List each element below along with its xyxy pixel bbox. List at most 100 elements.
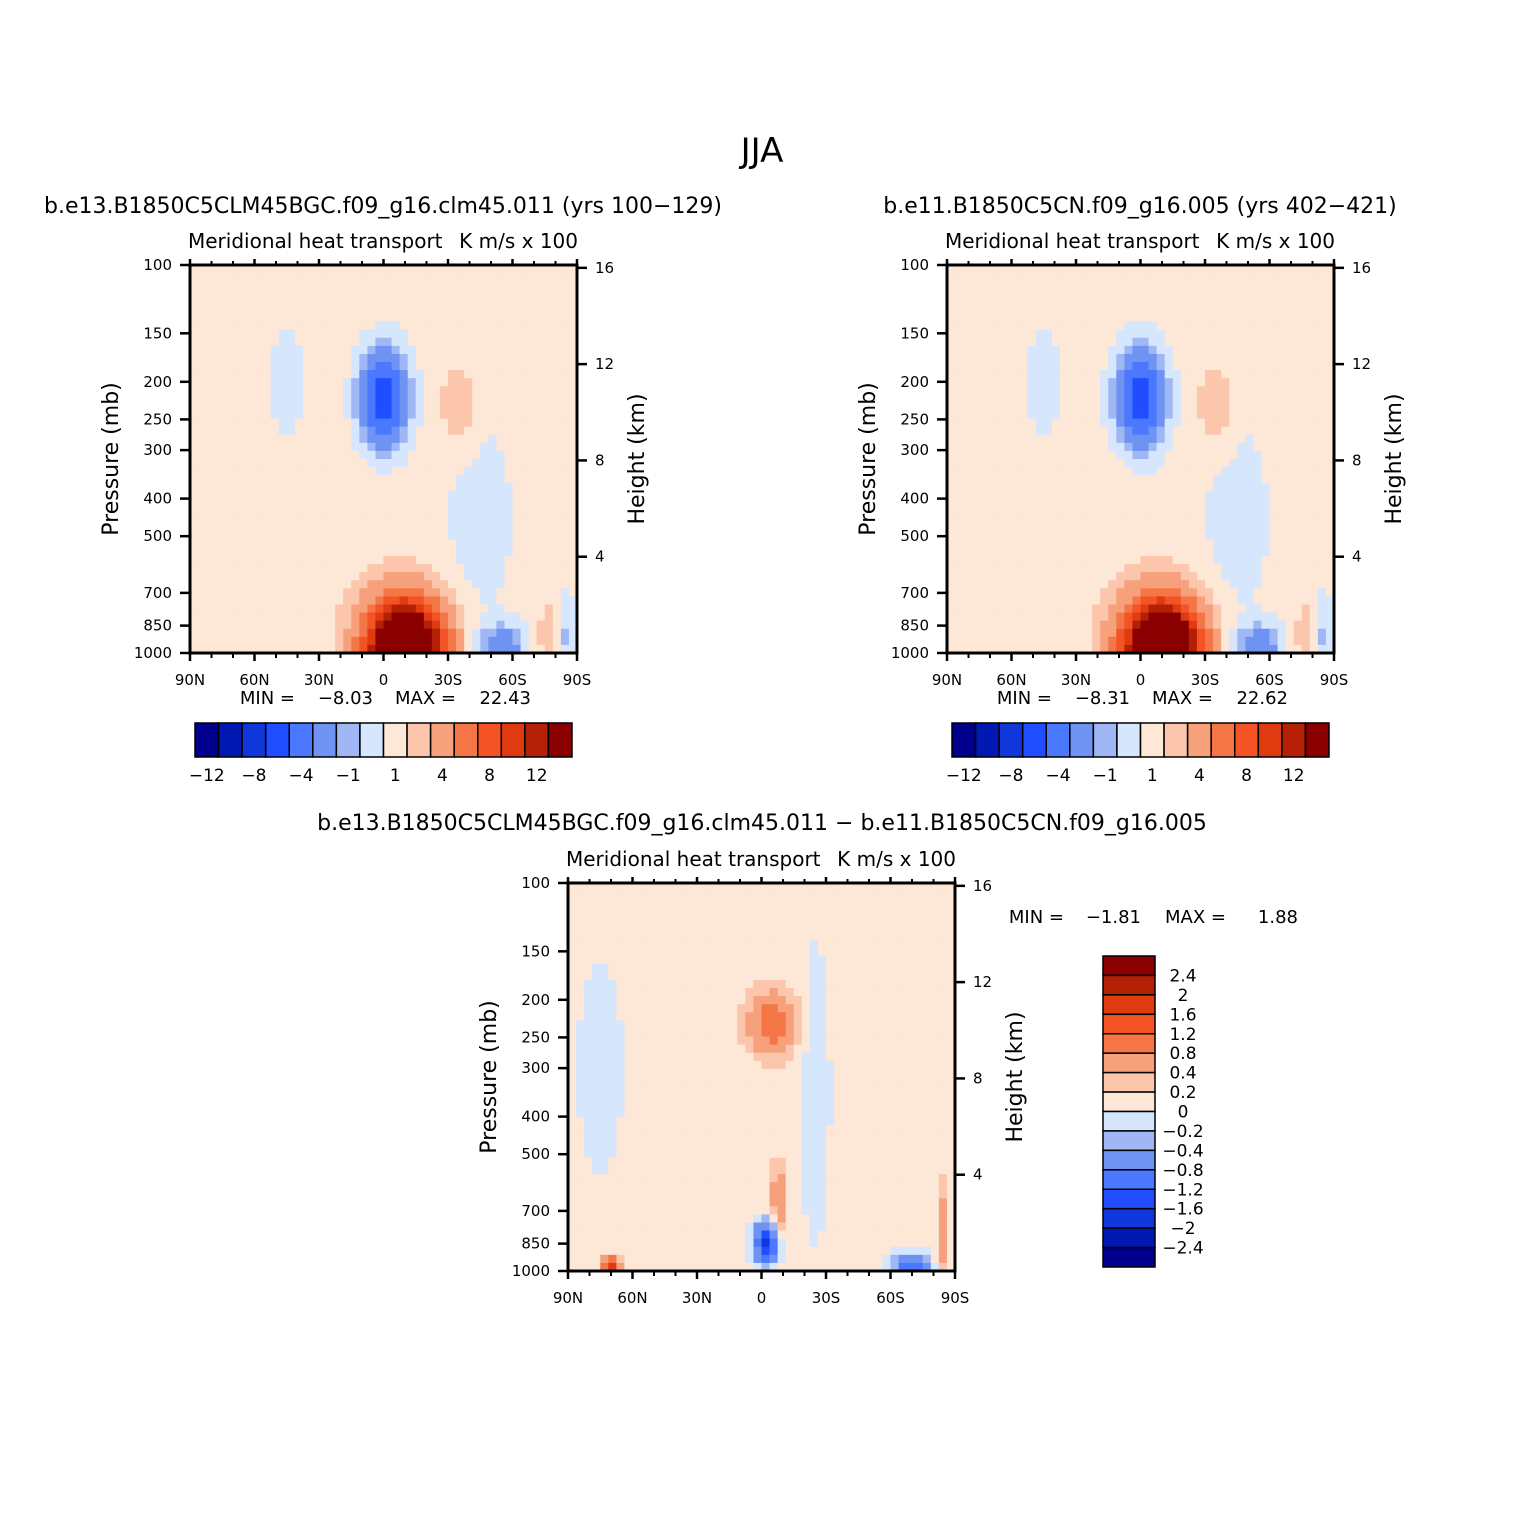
field-cell [1325, 426, 1335, 436]
field-cell [979, 475, 988, 484]
field-cell [351, 281, 360, 290]
field-cell [1172, 410, 1182, 420]
field-cell [1100, 636, 1109, 646]
field-cell [1253, 362, 1263, 371]
field-cell [1108, 289, 1117, 298]
field-cell [1221, 596, 1230, 606]
field-cell [375, 636, 385, 646]
field-cell [995, 337, 1005, 347]
field-cell [367, 370, 377, 379]
field-cell [1108, 515, 1117, 525]
field-cell [464, 434, 473, 444]
colorbar-swatch [382, 722, 408, 758]
field-cell [294, 426, 304, 436]
field-cell [552, 434, 562, 444]
field-cell [230, 402, 239, 412]
field-cell [407, 507, 417, 517]
field-cell [1003, 410, 1013, 420]
field-cell [568, 596, 578, 606]
field-cell [448, 410, 457, 420]
field-cell [351, 547, 360, 557]
field-cell [1116, 475, 1125, 484]
field-cell [1245, 337, 1254, 347]
field-cell [1196, 289, 1206, 298]
field-cell [1229, 483, 1238, 492]
field-cell [1124, 450, 1134, 460]
field-cell [1019, 394, 1029, 404]
field-cell [343, 442, 352, 452]
field-cell [1205, 442, 1214, 452]
field-cell [190, 539, 199, 549]
field-cell [1269, 531, 1279, 541]
field-cell [1237, 491, 1246, 501]
field-cell [1076, 547, 1085, 557]
field-cell [1196, 370, 1206, 379]
field-cell [383, 596, 393, 606]
field-cell [198, 523, 207, 533]
field-cell [286, 588, 296, 598]
field-cell [1124, 329, 1134, 339]
field-cell [1293, 539, 1303, 549]
field-cell [842, 883, 851, 892]
field-cell [528, 378, 538, 387]
field-cell [1205, 265, 1214, 274]
field-cell [1084, 450, 1093, 460]
field-cell [327, 475, 336, 484]
field-cell [1043, 410, 1053, 420]
field-cell [1124, 362, 1134, 371]
field-cell [1253, 483, 1263, 492]
field-cell [496, 507, 506, 517]
field-cell [488, 337, 497, 347]
field-cell [1172, 556, 1182, 565]
field-cell [375, 612, 385, 622]
field-cell [198, 442, 207, 452]
field-cell [1213, 499, 1222, 509]
field-cell [423, 378, 433, 387]
field-cell [415, 483, 425, 492]
field-cell [1035, 273, 1045, 282]
field-cell [464, 321, 473, 331]
field-cell [1285, 289, 1295, 298]
field-cell [391, 378, 401, 387]
field-cell [536, 386, 546, 395]
field-cell [1229, 345, 1238, 355]
field-cell [359, 580, 368, 589]
field-cell [1285, 418, 1295, 428]
field-cell [319, 305, 328, 315]
field-cell [415, 499, 425, 509]
field-cell [947, 313, 956, 323]
field-cell [1213, 564, 1222, 573]
field-cell [1205, 612, 1214, 622]
field-cell [979, 410, 988, 420]
panel-2-case-title: b.e11.B1850C5CN.f09_g16.005 (yrs 402−421… [883, 194, 1397, 219]
y-tick-label: 400 [900, 490, 929, 508]
field-cell [536, 345, 546, 355]
panel-1-min-label: MIN = [240, 688, 295, 709]
field-cell [987, 459, 996, 468]
field-cell [1051, 337, 1061, 347]
field-cell [1229, 467, 1238, 476]
field-cell [488, 612, 497, 622]
x-tick-label: 60S [498, 671, 527, 689]
field-cell [383, 273, 393, 282]
field-cell [504, 547, 514, 557]
field-cell [1325, 289, 1335, 298]
field-cell [1067, 628, 1077, 638]
field-cell [1035, 547, 1045, 557]
field-cell [391, 362, 401, 371]
field-cell [1035, 305, 1045, 315]
field-cell [1156, 507, 1166, 517]
field-cell [319, 281, 328, 290]
field-cell [1035, 459, 1045, 468]
field-cell [1076, 410, 1085, 420]
field-cell [391, 588, 401, 598]
field-cell [987, 426, 996, 436]
field-cell [979, 628, 988, 638]
field-cell [488, 644, 497, 654]
field-cell [955, 386, 964, 395]
field-cell [1309, 353, 1319, 363]
field-cell [938, 883, 948, 892]
field-cell [1051, 620, 1061, 630]
field-cell [1269, 321, 1279, 331]
field-cell [1309, 483, 1319, 492]
